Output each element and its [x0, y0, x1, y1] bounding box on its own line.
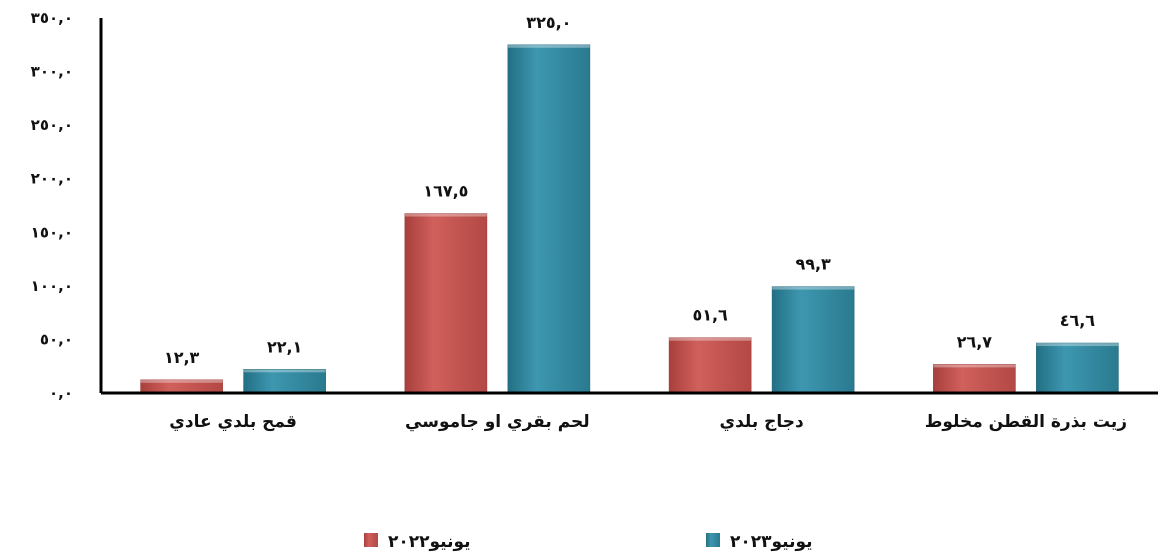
bar-2023 [243, 369, 326, 394]
data-label: ٢٢,١ [267, 337, 302, 356]
legend-label: يونيو٢٠٢٣ [730, 532, 813, 552]
category-label: قمح بلدي عادي [169, 412, 297, 432]
bar-top-highlight [933, 364, 1016, 368]
data-label: ٩٩,٣ [795, 255, 831, 274]
y-axis-ticks: ٠,٠ ٥٠,٠ ١٠٠,٠ ١٥٠,٠ ٢٠٠,٠ ٢٥٠,٠ ٣٠٠,٠ ٣٥٠,٠ [31, 9, 73, 402]
bar-top-highlight [243, 369, 326, 373]
data-label: ٢٦,٧ [957, 332, 993, 351]
legend-swatch-2023 [706, 533, 720, 547]
bar-top-highlight [669, 337, 752, 341]
bar-top-highlight [140, 379, 223, 383]
y-tick-label: ١٠٠,٠ [31, 277, 73, 295]
y-tick-label: ١٥٠,٠ [31, 223, 73, 241]
bar-top-highlight [404, 213, 487, 217]
bar-top-highlight [507, 44, 590, 48]
legend-label: يونيو٢٠٢٢ [388, 532, 471, 552]
y-tick-label: ٢٥٠,٠ [31, 116, 73, 134]
data-label: ٥١,٦ [692, 306, 728, 325]
category-label: دجاج بلدي [719, 412, 804, 432]
bar-2023 [771, 286, 855, 394]
bar-top-highlight [1036, 343, 1119, 347]
bar-2022 [933, 364, 1016, 394]
bar-2022 [404, 213, 488, 394]
data-label: ١٦٧,٥ [423, 182, 468, 201]
y-tick-label: ٥٠,٠ [40, 330, 73, 348]
bar-top-highlight [772, 286, 855, 290]
bar-2023 [1036, 342, 1119, 394]
y-tick-label: ٢٠٠,٠ [31, 170, 73, 188]
category-labels: قمح بلدي عادي لحم بقري او جاموسي دجاج بلدي… [169, 412, 1127, 432]
y-tick-label: ٣٥٠,٠ [31, 9, 73, 27]
bar-2023 [507, 44, 591, 394]
legend: يونيو٢٠٢٣ يونيو٢٠٢٢ [364, 532, 813, 552]
data-label: ٣٢٥,٠ [526, 13, 571, 32]
category-label: لحم بقري او جاموسي [405, 412, 590, 432]
bar-2022 [668, 337, 752, 394]
data-label: ٤٦,٦ [1060, 311, 1096, 330]
bars-group [140, 44, 1119, 394]
y-tick-label: ٠,٠ [49, 384, 73, 402]
legend-swatch-2022 [364, 533, 378, 547]
category-label: زيت بذرة القطن مخلوط [925, 412, 1127, 432]
value-labels: ١٢,٣ ٢٢,١ ١٦٧,٥ ٣٢٥,٠ ٥١,٦ ٩٩,٣ ٢٦,٧ ٤٦,٦ [164, 13, 1095, 367]
y-tick-label: ٣٠٠,٠ [31, 63, 73, 81]
data-label: ١٢,٣ [164, 348, 200, 367]
